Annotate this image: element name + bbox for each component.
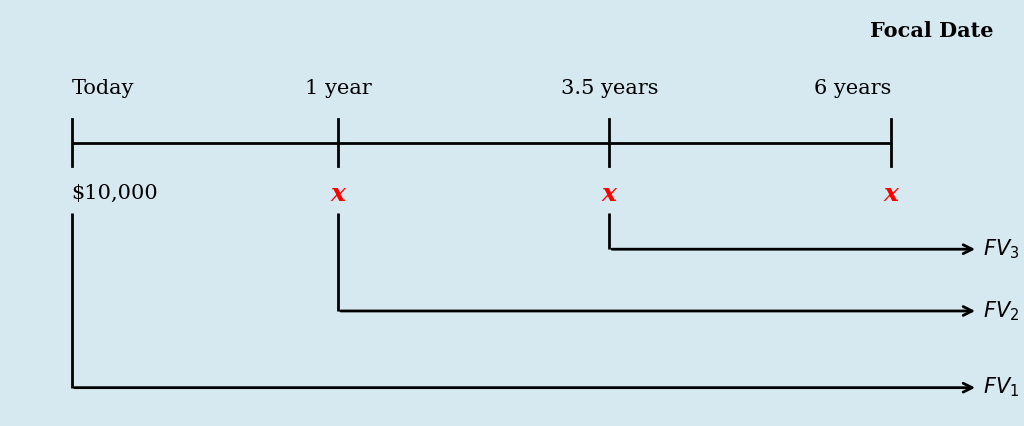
Text: Focal Date: Focal Date: [869, 21, 993, 41]
Text: 1 year: 1 year: [304, 79, 372, 98]
Text: $\mathit{FV}_{2}$: $\mathit{FV}_{2}$: [983, 299, 1019, 323]
Text: x: x: [884, 182, 898, 206]
Text: $\mathit{FV}_{3}$: $\mathit{FV}_{3}$: [983, 237, 1019, 261]
Text: x: x: [331, 182, 345, 206]
Text: Today: Today: [72, 79, 134, 98]
Text: 3.5 years: 3.5 years: [560, 79, 658, 98]
Text: $\mathit{FV}_{1}$: $\mathit{FV}_{1}$: [983, 376, 1019, 400]
Text: x: x: [602, 182, 616, 206]
Text: 6 years: 6 years: [813, 79, 891, 98]
Text: $10,000: $10,000: [72, 184, 159, 203]
